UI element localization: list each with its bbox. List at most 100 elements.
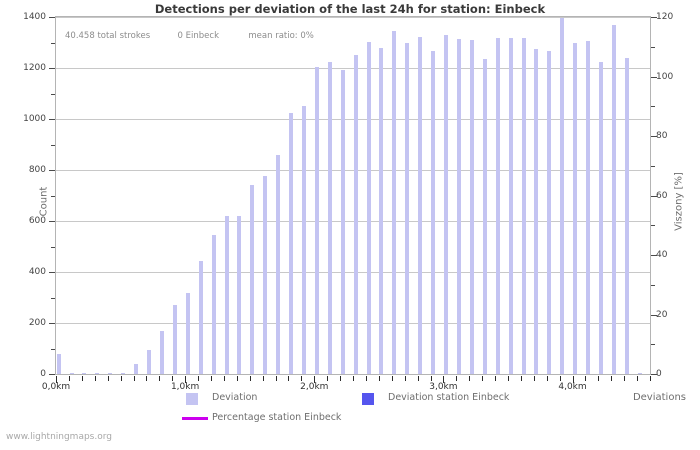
y-axis-left-tick: [49, 68, 55, 69]
x-axis-minor-tick: [598, 376, 600, 381]
x-axis-minor-tick: [482, 376, 484, 381]
x-axis-minor-tick: [172, 376, 174, 381]
bar: [353, 55, 358, 374]
bar: [185, 292, 190, 374]
x-axis-minor-tick: [546, 376, 548, 381]
gridline: [56, 170, 650, 171]
x-axis-minor-tick: [417, 376, 419, 381]
bar: [237, 215, 242, 374]
y-axis-left-minor-tick: [51, 144, 55, 146]
bar: [276, 154, 281, 374]
legend-line-swatch: [182, 417, 208, 420]
x-axis-minor-tick: [495, 376, 496, 381]
bar: [611, 25, 616, 374]
y-axis-right-tick: [651, 76, 657, 78]
y-axis-right-minor-tick: [651, 284, 655, 286]
y-axis-right-tick: [651, 314, 657, 316]
x-axis-minor-tick: [81, 376, 83, 381]
x-axis-minor-tick: [146, 376, 148, 381]
bar: [637, 373, 642, 374]
y-axis-right-tick: [651, 195, 657, 197]
x-axis-major-tick: [314, 376, 316, 383]
x-axis-major-tick: [572, 376, 574, 383]
bar: [121, 373, 126, 374]
bar: [198, 260, 203, 374]
legend-label: Percentage station Einbeck: [212, 412, 342, 423]
x-axis-minor-tick: [533, 376, 535, 381]
bar: [508, 38, 513, 374]
y-axis-left-label: 200: [28, 318, 46, 328]
y-axis-left-minor-tick: [51, 195, 55, 197]
x-axis-minor-tick: [456, 376, 458, 381]
bar: [147, 349, 151, 374]
bar: [108, 373, 113, 374]
mean-ratio-label: mean ratio: 0%: [248, 31, 314, 41]
legend-label: Deviation station Einbeck: [388, 392, 510, 403]
bar: [95, 373, 100, 374]
y-axis-right-label: 60: [656, 190, 668, 201]
chart-legend: Deviation Deviation station Einbeck Percen…: [0, 392, 700, 432]
bar: [444, 35, 448, 374]
y-axis-left-tick: [49, 170, 55, 171]
x-axis-label: 1,0km: [170, 382, 200, 392]
y-axis-left-title: Count: [38, 186, 50, 217]
bar: [379, 48, 384, 374]
y-axis-left-minor-tick: [51, 297, 55, 299]
gridline: [56, 68, 650, 69]
gridline: [56, 119, 650, 120]
bar: [159, 330, 164, 374]
y-axis-right-label: 100: [656, 71, 674, 82]
bar: [521, 37, 526, 374]
bar: [56, 353, 61, 374]
x-axis-minor-tick: [94, 376, 96, 381]
y-axis-left-tick: [49, 119, 55, 120]
y-axis-right-title: Viszony [%]: [673, 172, 685, 231]
y-axis-left-label: 1200: [23, 63, 46, 73]
y-axis-left-label: 400: [28, 267, 46, 277]
bar: [327, 62, 332, 374]
x-axis-minor-tick: [107, 376, 109, 381]
y-axis-right-label: 40: [656, 250, 668, 260]
x-axis-minor-tick: [223, 376, 225, 381]
gridline: [56, 323, 650, 324]
chart-title: Detections per deviation of the last 24h…: [154, 2, 546, 16]
x-axis-minor-tick: [327, 376, 329, 381]
bar: [431, 51, 436, 374]
x-axis-major-tick: [185, 376, 187, 383]
x-axis-minor-tick: [404, 376, 406, 381]
x-axis-minor-tick: [508, 376, 509, 381]
gridline: [56, 17, 650, 18]
y-axis-right-minor-tick: [651, 225, 655, 227]
watermark: www.lightningmaps.org: [6, 432, 112, 442]
y-axis-right-minor-tick: [651, 46, 655, 48]
y-axis-left-minor-tick: [51, 246, 55, 248]
x-axis-major-tick: [56, 376, 57, 383]
bar: [534, 48, 539, 374]
legend-color-swatch: [186, 393, 198, 405]
bar: [224, 216, 229, 374]
y-axis-right-label: 0: [656, 369, 662, 379]
bar: [301, 106, 306, 374]
y-axis-left-label: 0: [40, 369, 46, 379]
x-axis-minor-tick: [378, 376, 380, 381]
y-axis-left-tick: [49, 323, 55, 324]
y-axis-right-label: 20: [656, 309, 668, 320]
bars-layer: [56, 17, 650, 374]
bar: [586, 41, 590, 374]
x-axis-minor-tick: [469, 376, 471, 381]
bar: [366, 42, 371, 374]
bar: [263, 175, 268, 374]
x-axis-minor-tick: [249, 376, 251, 381]
bar: [624, 57, 629, 374]
bar: [598, 62, 603, 374]
x-axis-minor-tick: [340, 376, 342, 381]
x-axis-minor-tick: [559, 376, 561, 381]
x-axis-title: Deviations: [632, 392, 686, 403]
y-axis-right-minor-tick: [651, 106, 655, 108]
x-axis-minor-tick: [624, 376, 626, 381]
x-axis-label: 3,0km: [429, 382, 458, 392]
bar: [69, 373, 74, 374]
y-axis-left-tick: [49, 374, 55, 375]
station-count-label: 0 Einbeck: [177, 31, 219, 41]
